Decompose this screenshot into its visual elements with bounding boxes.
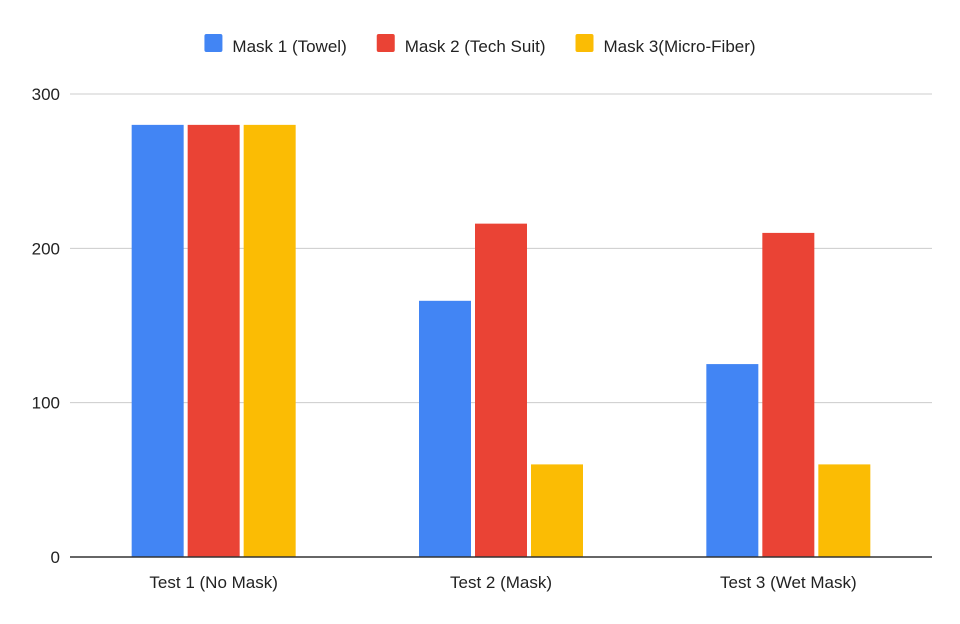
bar-2-2 xyxy=(475,223,527,557)
y-tick-label: 0 xyxy=(51,548,60,567)
legend-swatch xyxy=(575,34,594,52)
bar-3-3 xyxy=(818,464,871,557)
x-axis: Test 1 (No Mask) Test 2 (Mask) Test 3 (Wet… xyxy=(70,556,932,592)
bar-3-1 xyxy=(243,124,296,557)
y-axis: 0 100 200 300 xyxy=(32,85,60,567)
bar-1-1 xyxy=(131,124,184,557)
x-tick-label: Test 1 (No Mask) xyxy=(149,573,277,592)
legend-label: Mask 3(Micro-Fiber) xyxy=(604,37,756,56)
y-tick-label: 300 xyxy=(32,85,60,104)
legend: Mask 1 (Towel) Mask 2 (Tech Suit) Mask 3(M… xyxy=(204,34,756,56)
y-tick-label: 200 xyxy=(32,239,60,258)
legend-swatch xyxy=(376,34,395,52)
bar-2-1 xyxy=(187,124,240,557)
bar-2-3 xyxy=(762,232,815,557)
legend-label: Mask 2 (Tech Suit) xyxy=(405,37,546,56)
x-tick-label: Test 3 (Wet Mask) xyxy=(720,573,857,592)
bars xyxy=(131,124,871,557)
y-tick-label: 100 xyxy=(32,394,60,413)
bar-1-3 xyxy=(706,364,759,557)
x-tick-label: Test 2 (Mask) xyxy=(450,573,552,592)
legend-swatch xyxy=(204,34,223,52)
bar-3-2 xyxy=(531,464,583,557)
legend-label: Mask 1 (Towel) xyxy=(232,37,346,56)
bar-1-2 xyxy=(419,300,471,557)
